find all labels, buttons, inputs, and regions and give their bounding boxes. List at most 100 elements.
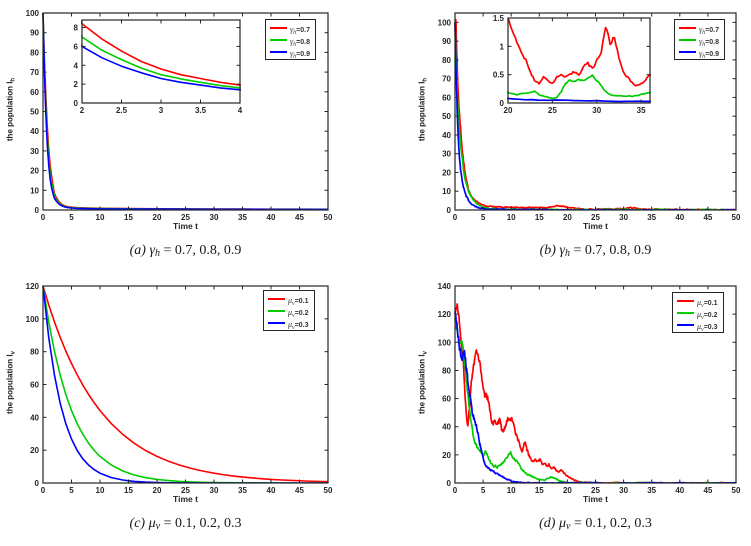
svg-text:60: 60 bbox=[442, 93, 451, 102]
svg-text:35: 35 bbox=[647, 486, 656, 495]
svg-text:40: 40 bbox=[442, 131, 451, 140]
legend-item: γh=0.9 bbox=[270, 47, 310, 60]
svg-text:40: 40 bbox=[267, 213, 276, 222]
y-axis-label: the population Iv bbox=[5, 351, 17, 414]
svg-text:35: 35 bbox=[238, 486, 247, 495]
svg-text:0: 0 bbox=[453, 486, 458, 495]
svg-text:20: 20 bbox=[563, 213, 572, 222]
svg-text:45: 45 bbox=[295, 486, 304, 495]
legend-item: μv=0.2 bbox=[268, 306, 309, 319]
svg-text:20: 20 bbox=[30, 446, 39, 455]
svg-text:50: 50 bbox=[732, 213, 741, 222]
legend-line-red bbox=[268, 297, 285, 300]
svg-text:10: 10 bbox=[96, 213, 105, 222]
legend-line-green bbox=[268, 309, 285, 312]
svg-text:25: 25 bbox=[181, 213, 190, 222]
svg-text:40: 40 bbox=[442, 423, 451, 432]
svg-text:0: 0 bbox=[41, 486, 46, 495]
legend-item: μv=0.3 bbox=[677, 320, 718, 333]
caption-b: (b) γh = 0.7, 0.8, 0.9 bbox=[539, 243, 652, 259]
svg-text:2: 2 bbox=[80, 106, 85, 115]
plot-area-d: 0 5 10 15 20 25 30 35 40 45 50 0 20 40 60 80 100 120 140 bbox=[438, 282, 741, 495]
svg-text:45: 45 bbox=[703, 213, 712, 222]
svg-text:120: 120 bbox=[26, 282, 40, 291]
svg-text:30: 30 bbox=[210, 213, 219, 222]
y-axis-label: the population Ih bbox=[417, 77, 429, 142]
legend-item: μv=0.3 bbox=[268, 318, 309, 331]
svg-text:3: 3 bbox=[159, 106, 164, 115]
legend-line-green bbox=[679, 38, 696, 41]
svg-text:10: 10 bbox=[442, 187, 451, 196]
svg-text:0: 0 bbox=[35, 479, 40, 488]
svg-text:15: 15 bbox=[124, 486, 133, 495]
svg-text:0.5: 0.5 bbox=[493, 71, 505, 80]
svg-text:30: 30 bbox=[30, 147, 39, 156]
svg-text:50: 50 bbox=[30, 108, 39, 117]
legend-line-blue bbox=[268, 321, 285, 324]
svg-text:5: 5 bbox=[481, 213, 486, 222]
x-axis-label: Time t bbox=[173, 494, 198, 504]
svg-text:70: 70 bbox=[30, 68, 39, 77]
legend-item: μv=0.2 bbox=[677, 308, 718, 321]
svg-text:1: 1 bbox=[500, 42, 505, 51]
svg-text:2.5: 2.5 bbox=[116, 106, 128, 115]
legend-item: μv=0.1 bbox=[268, 294, 309, 307]
svg-text:0: 0 bbox=[500, 99, 505, 108]
plot-area-c: 0 5 10 15 20 25 30 35 40 45 50 0 20 40 60 80 100 120 bbox=[26, 282, 333, 495]
svg-text:1.5: 1.5 bbox=[493, 14, 505, 23]
legend: μv=0.1 μv=0.2 μv=0.3 bbox=[263, 290, 315, 331]
svg-text:80: 80 bbox=[442, 366, 451, 375]
caption-a: (a) γh = 0.7, 0.8, 0.9 bbox=[129, 243, 242, 259]
svg-text:120: 120 bbox=[438, 310, 452, 319]
legend-line-blue bbox=[679, 50, 696, 53]
svg-text:140: 140 bbox=[438, 282, 452, 291]
svg-text:50: 50 bbox=[324, 486, 333, 495]
svg-text:6: 6 bbox=[74, 42, 79, 51]
svg-text:45: 45 bbox=[703, 486, 712, 495]
svg-text:20: 20 bbox=[153, 486, 162, 495]
svg-text:100: 100 bbox=[438, 338, 452, 347]
svg-text:15: 15 bbox=[535, 213, 544, 222]
svg-text:45: 45 bbox=[295, 213, 304, 222]
svg-text:2: 2 bbox=[74, 80, 79, 89]
svg-text:80: 80 bbox=[442, 56, 451, 65]
svg-text:60: 60 bbox=[442, 395, 451, 404]
svg-text:40: 40 bbox=[675, 486, 684, 495]
svg-text:50: 50 bbox=[324, 213, 333, 222]
x-axis-label: Time t bbox=[173, 221, 198, 231]
svg-text:25: 25 bbox=[181, 486, 190, 495]
legend-line-red bbox=[677, 299, 694, 302]
panel-c: 0 5 10 15 20 25 30 35 40 45 50 0 20 40 60 80 100 120 the … bbox=[0, 273, 376, 546]
svg-text:70: 70 bbox=[442, 75, 451, 84]
svg-text:8: 8 bbox=[74, 24, 79, 33]
svg-text:25: 25 bbox=[591, 486, 600, 495]
legend-item: μv=0.1 bbox=[677, 296, 718, 309]
legend-line-green bbox=[677, 311, 694, 314]
svg-text:10: 10 bbox=[96, 486, 105, 495]
legend-line-blue bbox=[677, 323, 694, 326]
svg-text:100: 100 bbox=[26, 9, 40, 18]
svg-text:80: 80 bbox=[30, 348, 39, 357]
svg-text:20: 20 bbox=[153, 213, 162, 222]
svg-text:30: 30 bbox=[619, 486, 628, 495]
svg-text:90: 90 bbox=[442, 37, 451, 46]
x-axis-label: Time t bbox=[583, 221, 608, 231]
svg-text:30: 30 bbox=[442, 150, 451, 159]
svg-text:25: 25 bbox=[591, 213, 600, 222]
svg-text:0: 0 bbox=[447, 206, 452, 215]
y-axis-label: the population Iv bbox=[417, 351, 429, 414]
svg-text:3.5: 3.5 bbox=[195, 106, 207, 115]
svg-text:0: 0 bbox=[74, 99, 79, 108]
svg-text:0: 0 bbox=[41, 213, 46, 222]
svg-text:30: 30 bbox=[592, 106, 601, 115]
panel-b: 0 5 10 15 20 25 30 35 40 45 50 0 10 20 30 40 50 60 70 80 90 1… bbox=[375, 0, 751, 273]
panel-d: 0 5 10 15 20 25 30 35 40 45 50 0 20 40 60 80 100 120 140 t… bbox=[375, 273, 751, 546]
y-axis-label: the population Ih bbox=[5, 77, 17, 142]
legend-line-red bbox=[679, 26, 696, 29]
svg-text:30: 30 bbox=[619, 213, 628, 222]
svg-text:4: 4 bbox=[238, 106, 243, 115]
svg-text:20: 20 bbox=[504, 106, 513, 115]
legend-line-red bbox=[270, 26, 287, 29]
svg-text:35: 35 bbox=[637, 106, 646, 115]
